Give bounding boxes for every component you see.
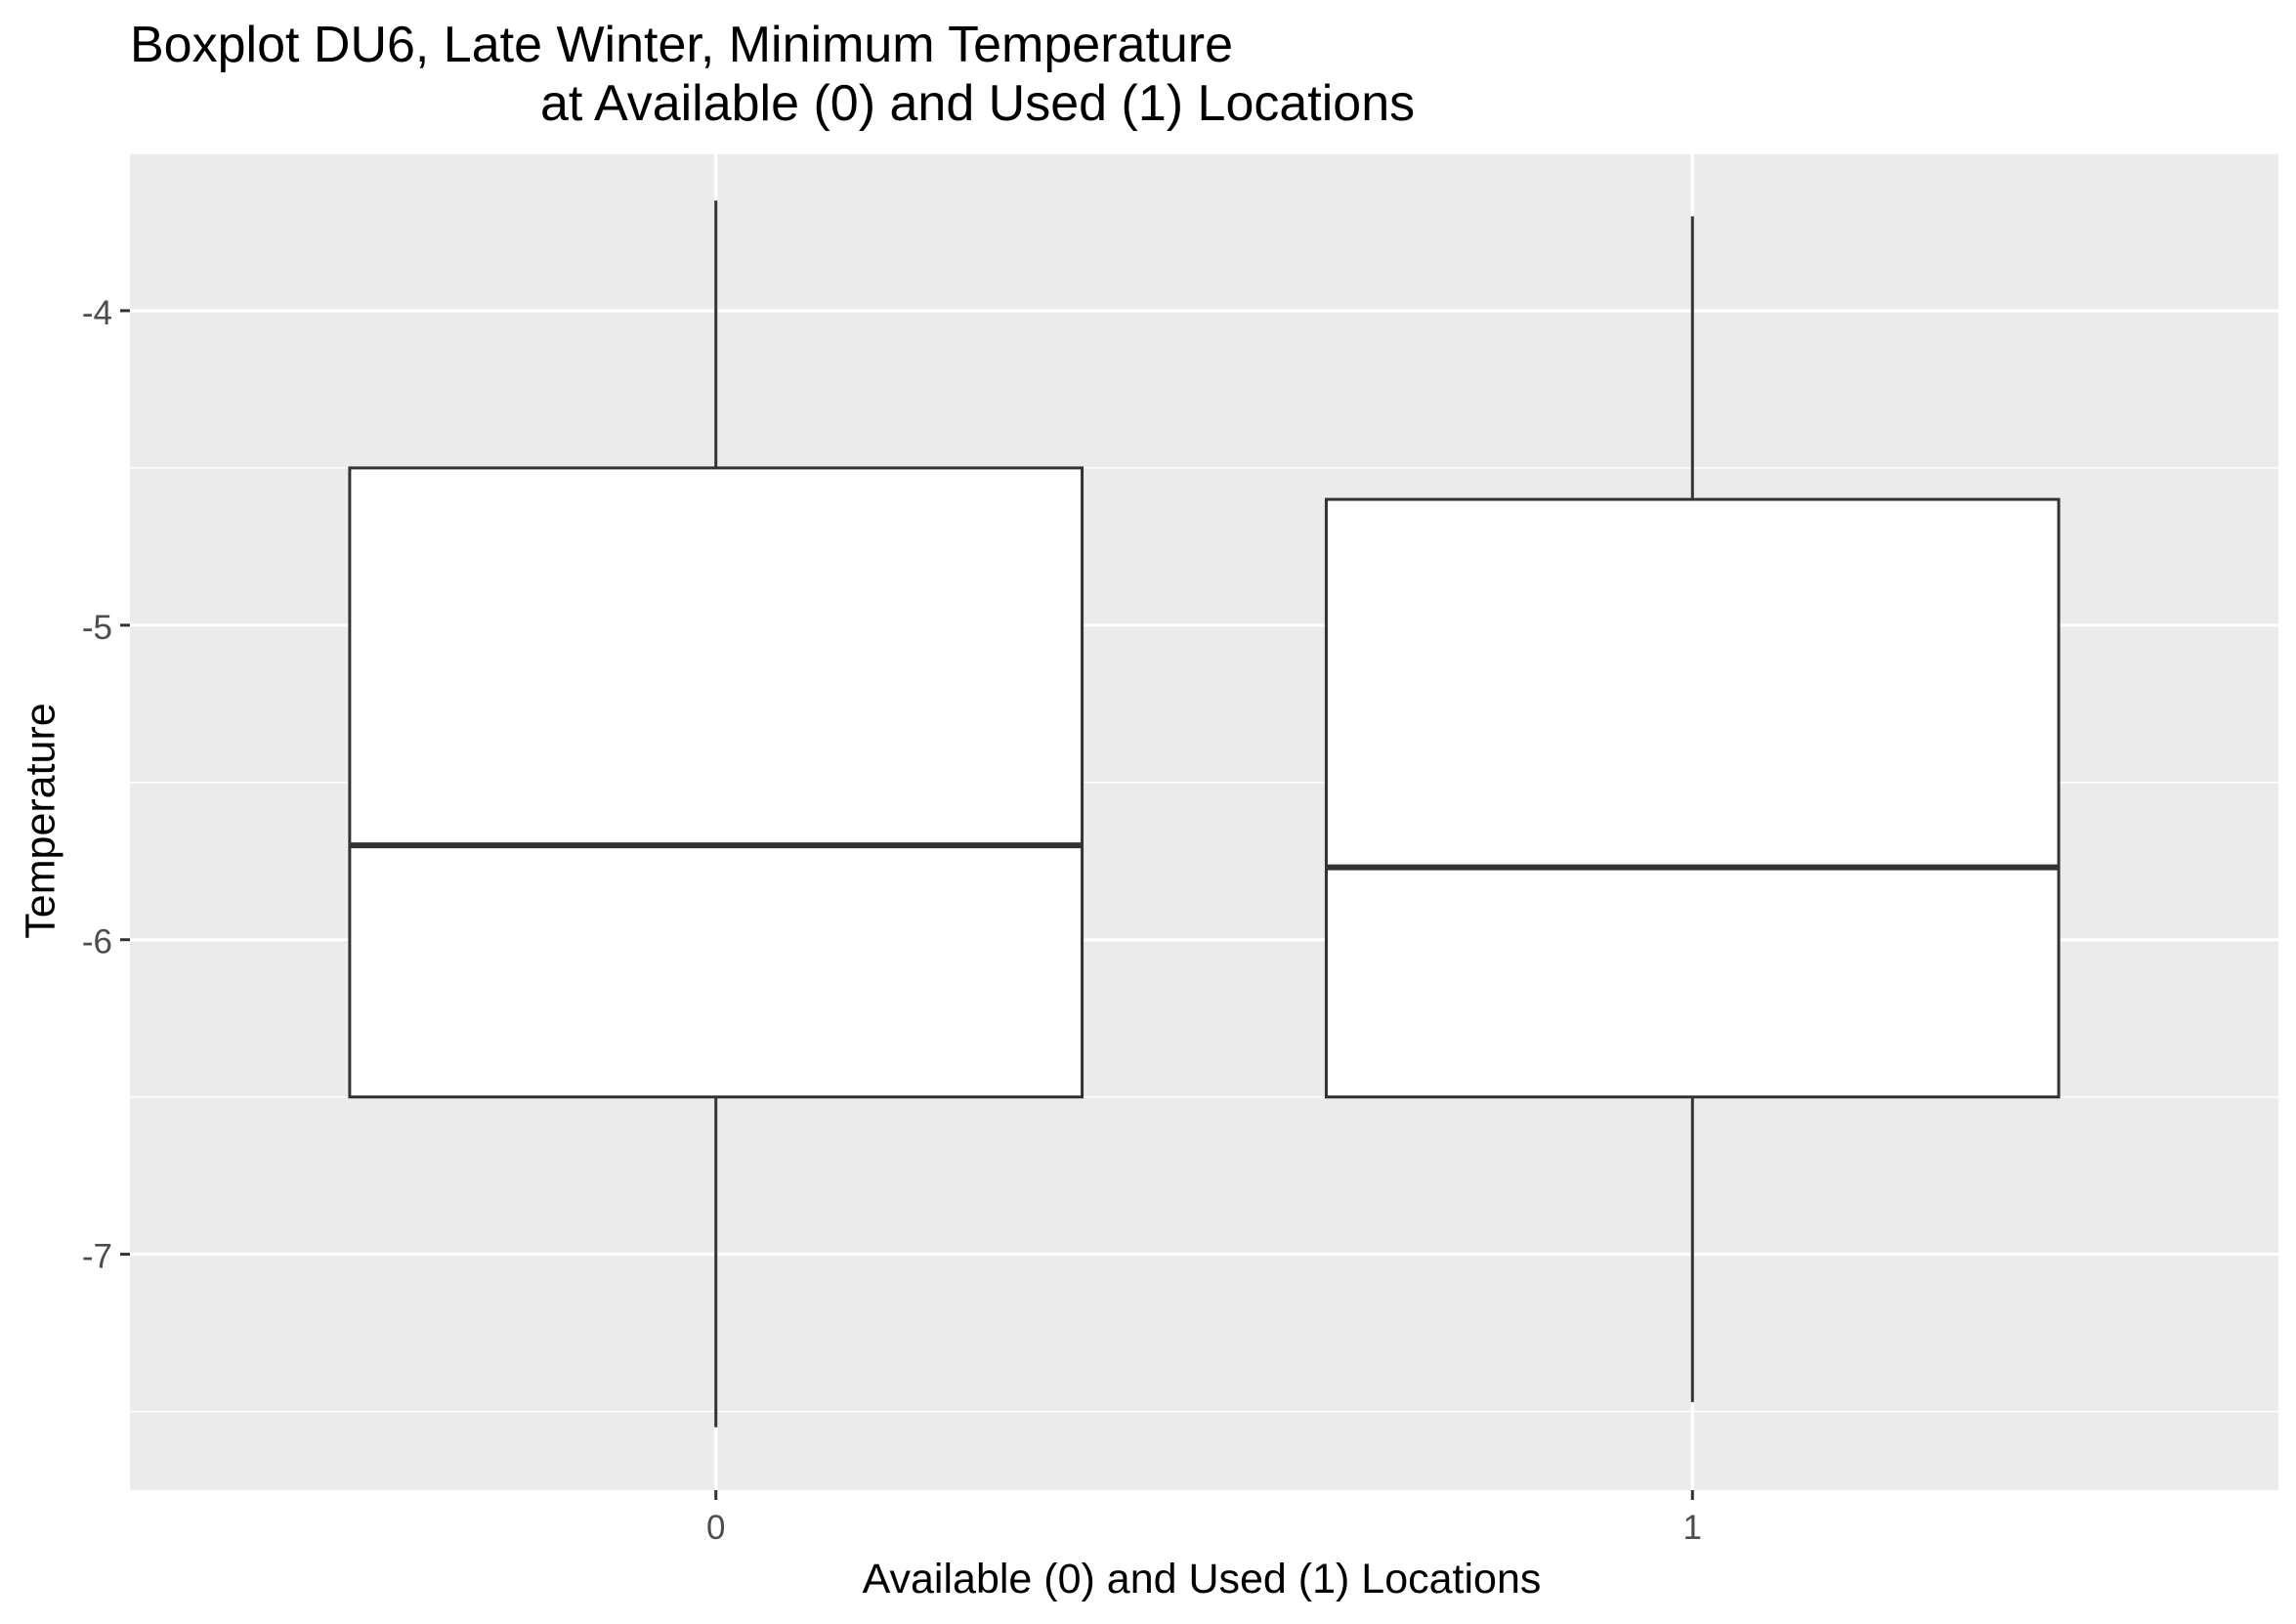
x-tick-label: 0 [706, 1509, 725, 1547]
x-axis-label: Available (0) and Used (1) Locations [862, 1556, 1542, 1603]
box-0 [348, 200, 1084, 1428]
chart-title-line-2: at Available (0) and Used (1) Locations [540, 75, 1416, 132]
box-1 [1324, 216, 2061, 1402]
box-iqr [1324, 497, 2061, 1099]
y-tick-label: -7 [82, 1238, 112, 1276]
y-tick-label: -6 [82, 923, 112, 962]
y-axis: -7 -6 -5 -4 [82, 294, 130, 1276]
boxes [348, 200, 2061, 1428]
y-tick-label: -4 [82, 294, 112, 332]
y-tick-label: -5 [82, 609, 112, 647]
chart-title-line-1: Boxplot DU6, Late Winter, Minimum Temper… [130, 17, 1234, 73]
y-axis-label: Temperature [17, 703, 64, 939]
x-tick-label: 1 [1683, 1509, 1702, 1547]
box-iqr [348, 466, 1084, 1099]
